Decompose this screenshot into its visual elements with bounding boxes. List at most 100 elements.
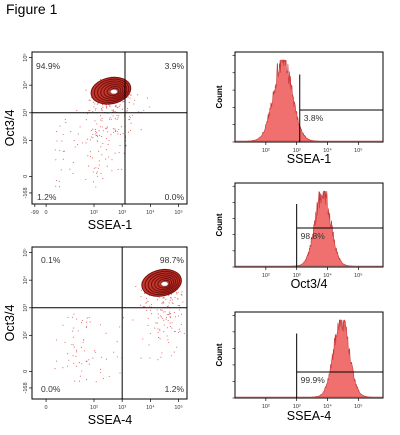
event-dot: [92, 101, 95, 103]
x-tick-label: 0: [45, 405, 48, 411]
event-dot: [94, 120, 96, 122]
dotplot-bottom: 0.1% 98.7% 0.0% 1.2% 0 10² 10³ 10⁴ 10⁵ -168 0…: [3, 246, 188, 427]
event-dot: [116, 356, 118, 358]
event-dot: [118, 128, 120, 131]
y-tick-label: 10⁵: [22, 53, 29, 61]
event-dot: [117, 133, 119, 135]
event-dot: [99, 324, 102, 326]
event-dot: [65, 122, 67, 124]
event-dot: [102, 142, 104, 144]
x-tick-label: 10⁴: [323, 403, 332, 410]
event-dot: [162, 317, 164, 319]
event-dot: [109, 117, 111, 119]
histogram-middle-gate-label: 98.8%: [301, 231, 326, 241]
event-dot: [97, 175, 99, 177]
event-dot: [112, 128, 115, 130]
event-dot: [159, 309, 162, 311]
event-dot: [145, 302, 147, 304]
event-dot: [164, 311, 166, 313]
event-dot: [79, 126, 81, 128]
event-dot: [161, 309, 163, 311]
event-dot: [171, 322, 173, 324]
event-dot: [144, 293, 146, 295]
event-dot: [105, 137, 108, 140]
event-dot: [105, 128, 107, 130]
event-dot: [150, 303, 153, 306]
event-dot: [142, 306, 144, 308]
event-dot: [54, 368, 56, 370]
event-dot: [169, 296, 171, 299]
dotplot-top-x-ticks: -99 0 10² 10³ 10⁴ 10⁵: [31, 204, 183, 216]
quadrant-bottom-left: 1.2%: [37, 192, 57, 202]
event-dot: [116, 106, 118, 109]
event-dot: [68, 359, 70, 361]
event-dot: [140, 295, 142, 297]
event-dot: [72, 161, 74, 163]
event-dot: [83, 350, 85, 352]
figure-title: Figure 1: [6, 1, 58, 17]
x-tick-label: 10⁴: [146, 209, 155, 216]
event-dot: [95, 167, 97, 169]
event-dot: [155, 322, 157, 324]
event-dot: [156, 299, 158, 301]
event-dot: [148, 106, 150, 108]
event-dot: [72, 316, 74, 318]
event-dot: [121, 168, 123, 170]
event-dot: [98, 130, 100, 132]
event-dot: [119, 145, 121, 147]
event-dot: [157, 332, 159, 334]
histogram-top: 3.8% 10² 10³ 10⁴ 10⁵ Count SSEA-1: [215, 51, 384, 166]
histogram-middle-x-ticks: 10² 10³ 10⁴ 10⁵: [262, 267, 363, 279]
event-dot: [108, 140, 110, 142]
event-dot: [117, 168, 119, 170]
event-dot: [119, 104, 121, 106]
event-dot: [88, 359, 90, 361]
event-dot: [130, 94, 132, 96]
event-dot: [170, 355, 172, 357]
event-dot: [128, 115, 130, 117]
event-dot: [105, 149, 107, 151]
density-contour: [144, 270, 180, 296]
event-dot: [106, 131, 109, 133]
event-dot: [121, 108, 124, 110]
event-dot: [119, 134, 121, 136]
event-dot: [157, 359, 159, 361]
y-tick-label: -168: [23, 382, 29, 393]
event-dot: [91, 157, 93, 159]
event-dot: [101, 120, 103, 122]
event-dot: [168, 341, 170, 344]
event-dot: [85, 326, 87, 328]
histogram-top-x-ticks: 10² 10³ 10⁴ 10⁵: [262, 142, 363, 154]
event-dot: [177, 305, 179, 307]
event-dot: [92, 133, 94, 135]
event-dot: [77, 144, 79, 146]
event-dot: [116, 115, 118, 117]
event-dot: [95, 172, 98, 174]
event-dot: [118, 152, 120, 154]
event-dot: [115, 129, 117, 132]
event-dot: [118, 105, 120, 107]
event-dot: [116, 105, 118, 107]
event-dot: [86, 321, 88, 323]
event-dot: [76, 109, 78, 111]
histogram-bottom-x-label: SSEA-4: [287, 409, 332, 423]
event-dot: [74, 146, 76, 148]
x-tick-label: 10³: [118, 210, 126, 216]
event-dot: [129, 94, 132, 96]
event-dot: [101, 104, 104, 106]
event-dot: [179, 304, 181, 307]
event-dot: [72, 330, 74, 332]
event-dot: [89, 151, 91, 153]
event-dot: [93, 350, 96, 352]
event-dot: [149, 357, 151, 359]
event-dot: [92, 357, 94, 359]
dotplot-bottom-y-label: Oct3/4: [3, 305, 17, 342]
x-tick-label: 10⁵: [174, 404, 182, 411]
event-dot: [101, 109, 103, 111]
event-dot: [175, 292, 177, 294]
x-tick-label: 0: [45, 210, 48, 216]
event-dot: [105, 106, 108, 108]
event-dot: [149, 309, 151, 311]
event-dot: [73, 313, 75, 315]
